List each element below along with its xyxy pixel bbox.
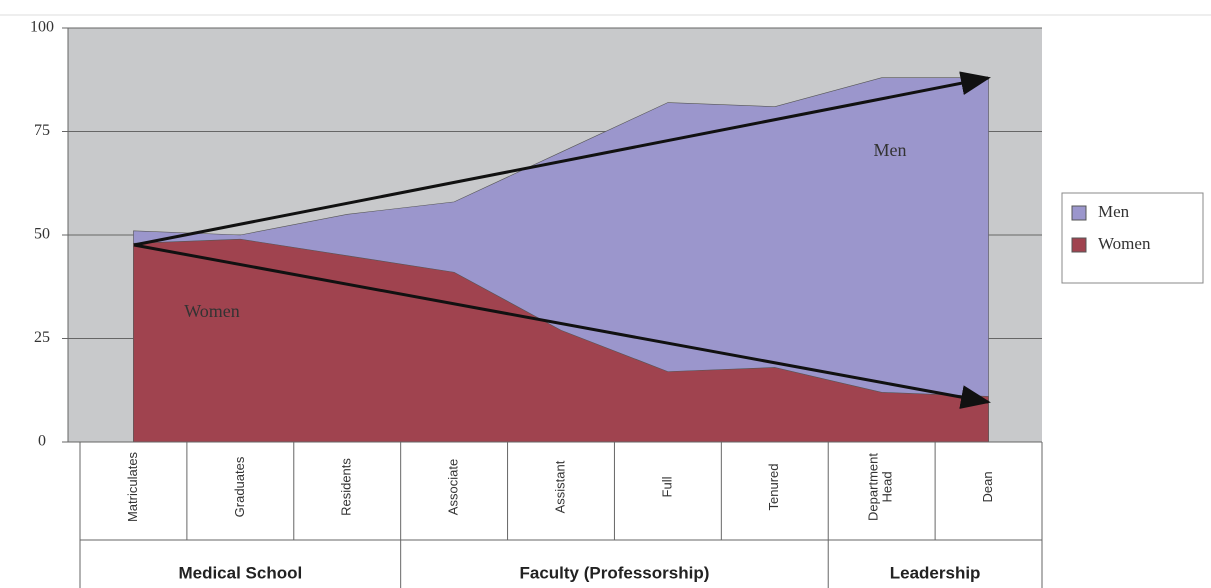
group-label: Faculty (Professorship) bbox=[520, 563, 710, 582]
x-tick-label: Tenured bbox=[766, 464, 781, 511]
x-tick-label: Matriculates bbox=[125, 451, 140, 522]
y-tick-label: 100 bbox=[30, 19, 54, 36]
annotation: Men bbox=[874, 140, 907, 160]
annotation: Women bbox=[184, 301, 240, 321]
x-tick-label: Associate bbox=[446, 459, 461, 515]
group-label: Medical School bbox=[178, 563, 302, 582]
legend-swatch bbox=[1071, 205, 1087, 221]
y-tick-label: 25 bbox=[34, 329, 50, 346]
x-tick-label: Dean bbox=[980, 471, 995, 502]
x-tick-label: Graduates bbox=[232, 456, 247, 517]
x-tick-label: Full bbox=[659, 476, 674, 497]
legend-swatch bbox=[1071, 237, 1087, 253]
group-label: Leadership bbox=[890, 563, 981, 582]
y-tick-label: 50 bbox=[34, 226, 50, 243]
x-tick-label: Assistant bbox=[552, 460, 567, 513]
legend-label: Men bbox=[1098, 202, 1130, 221]
x-tick-label: DepartmentHead bbox=[866, 453, 895, 521]
women-trend-arrow bbox=[133, 243, 991, 409]
trend-arrows bbox=[133, 71, 991, 409]
y-tick-label: 0 bbox=[38, 433, 46, 450]
men-trend-arrow bbox=[133, 71, 991, 247]
x-tick-label: Residents bbox=[339, 458, 354, 516]
legend-label: Women bbox=[1098, 234, 1151, 253]
y-tick-label: 75 bbox=[34, 122, 50, 139]
